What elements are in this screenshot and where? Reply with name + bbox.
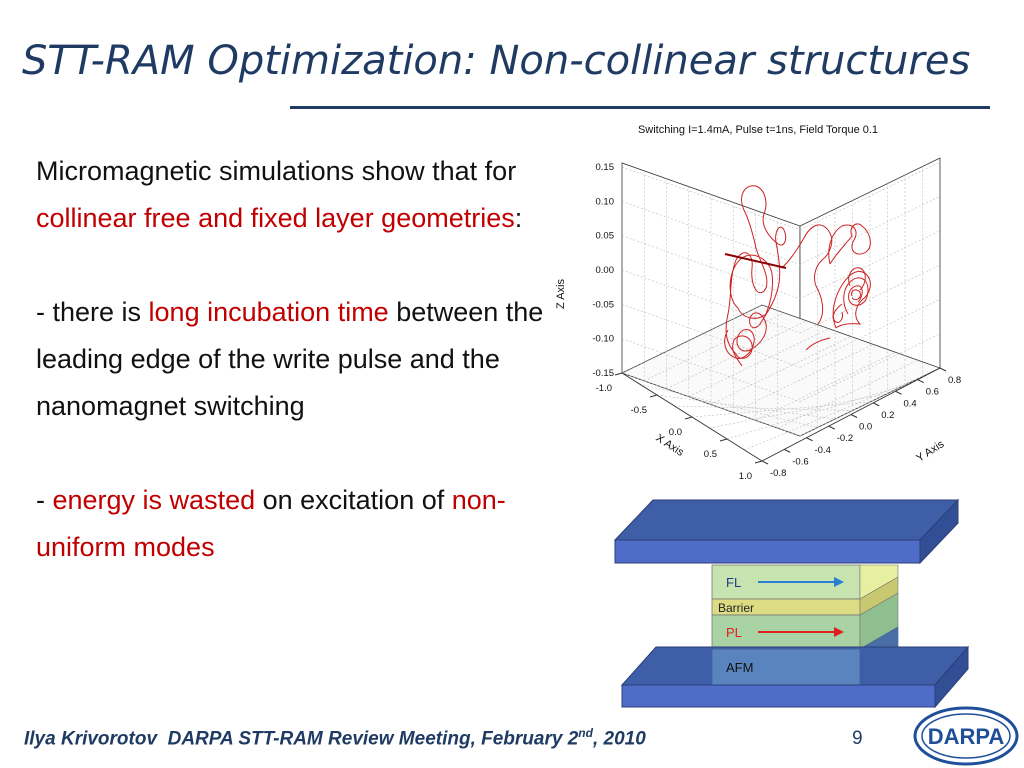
- darpa-logo-text: DARPA: [928, 724, 1005, 749]
- p3-highlight-1: energy is wasted: [52, 484, 256, 515]
- x-tick-label: 0.5: [704, 449, 717, 460]
- paragraph-1: Micromagnetic simulations show that for …: [36, 148, 571, 242]
- x-tick-label: 1.0: [739, 471, 752, 482]
- mtj-stack-diagram: FL Barrier PL AFM: [613, 498, 970, 709]
- chart-title: Switching I=1.4mA, Pulse t=1ns, Field To…: [638, 124, 878, 136]
- initial-direction-segment: [724, 253, 787, 269]
- paragraph-3: - energy is wasted on excitation of non-…: [36, 477, 571, 571]
- y-tick-label: -0.4: [815, 445, 831, 456]
- magnetization-trajectory: [724, 185, 871, 367]
- switching-trajectory-chart: Switching I=1.4mA, Pulse t=1ns, Field To…: [555, 124, 961, 482]
- slide-body: Micromagnetic simulations show that for …: [36, 148, 571, 571]
- z-tick-label: 0.10: [596, 196, 615, 207]
- paragraph-2: - there is long incubation time between …: [36, 289, 571, 430]
- bottom-electrode-front: [621, 684, 936, 708]
- p2-text: - there is: [36, 296, 149, 327]
- pl-arrow-head: [834, 627, 844, 637]
- z-tick-label: -0.05: [592, 299, 614, 310]
- darpa-logo: DARPA: [913, 706, 1019, 766]
- p3-dash: -: [36, 484, 53, 515]
- footer-year: , 2010: [592, 728, 646, 750]
- top-electrode-side: [919, 498, 959, 565]
- bottom-electrode-side: [934, 645, 969, 709]
- page-number: 9: [852, 728, 863, 749]
- chart-ticks: 0.15 0.10 0.05 0.00 -0.05 -0.10 -0.15 -1.0 -0.5 0…: [592, 162, 961, 482]
- footer-author: Ilya Krivorotov: [24, 728, 158, 750]
- footer-event: DARPA STT-RAM Review Meeting, February 2: [167, 728, 579, 750]
- p1-end: :: [514, 202, 523, 233]
- fl-arrow-head: [834, 577, 844, 587]
- y-tick-label: 0.8: [948, 375, 961, 386]
- chart-grid: [621, 161, 941, 451]
- afm-label: AFM: [726, 660, 753, 675]
- y-axis-label: Y Axis: [914, 438, 946, 465]
- z-tick-label: -0.15: [592, 368, 614, 379]
- x-tick-label: -0.5: [631, 405, 647, 416]
- z-tick-label: 0.15: [596, 162, 615, 173]
- p1-text: Micromagnetic simulations show that for: [36, 156, 517, 186]
- p2-end: between the leading edge of the write pu…: [36, 296, 544, 421]
- title-underline: [290, 106, 990, 109]
- barrier-label: Barrier: [718, 601, 754, 615]
- p1-highlight: collinear free and fixed layer geometrie…: [36, 202, 515, 233]
- x-tick-label: -1.0: [596, 383, 612, 394]
- z-axis-label: Z Axis: [555, 279, 567, 309]
- z-tick-label: -0.10: [592, 334, 614, 345]
- fl-label: FL: [726, 575, 741, 590]
- p3-text: on excitation of: [255, 484, 452, 515]
- top-electrode-top: [613, 499, 960, 541]
- z-tick-label: 0.00: [596, 265, 615, 276]
- y-tick-label: 0.6: [926, 387, 939, 398]
- y-tick-label: -0.6: [792, 456, 808, 467]
- footer-superscript: nd: [578, 726, 593, 740]
- x-tick-label: 0.0: [669, 427, 682, 438]
- y-tick-label: 0.2: [881, 410, 894, 421]
- y-tick-label: 0.4: [904, 398, 917, 409]
- z-tick-label: 0.05: [596, 231, 615, 242]
- p2-highlight: long incubation time: [148, 296, 389, 327]
- y-tick-label: -0.2: [837, 433, 853, 444]
- top-electrode-front: [614, 539, 921, 564]
- y-tick-label: 0.0: [859, 422, 872, 433]
- p3-highlight-2: non-uniform modes: [36, 484, 506, 562]
- pl-label: PL: [726, 625, 742, 640]
- attractor-spiral: [832, 277, 869, 323]
- y-tick-label: -0.8: [770, 468, 786, 479]
- footer-citation: Ilya Krivorotov DARPA STT-RAM Review Mee…: [24, 726, 646, 750]
- slide-title: STT-RAM Optimization: Non-collinear stru…: [22, 38, 971, 84]
